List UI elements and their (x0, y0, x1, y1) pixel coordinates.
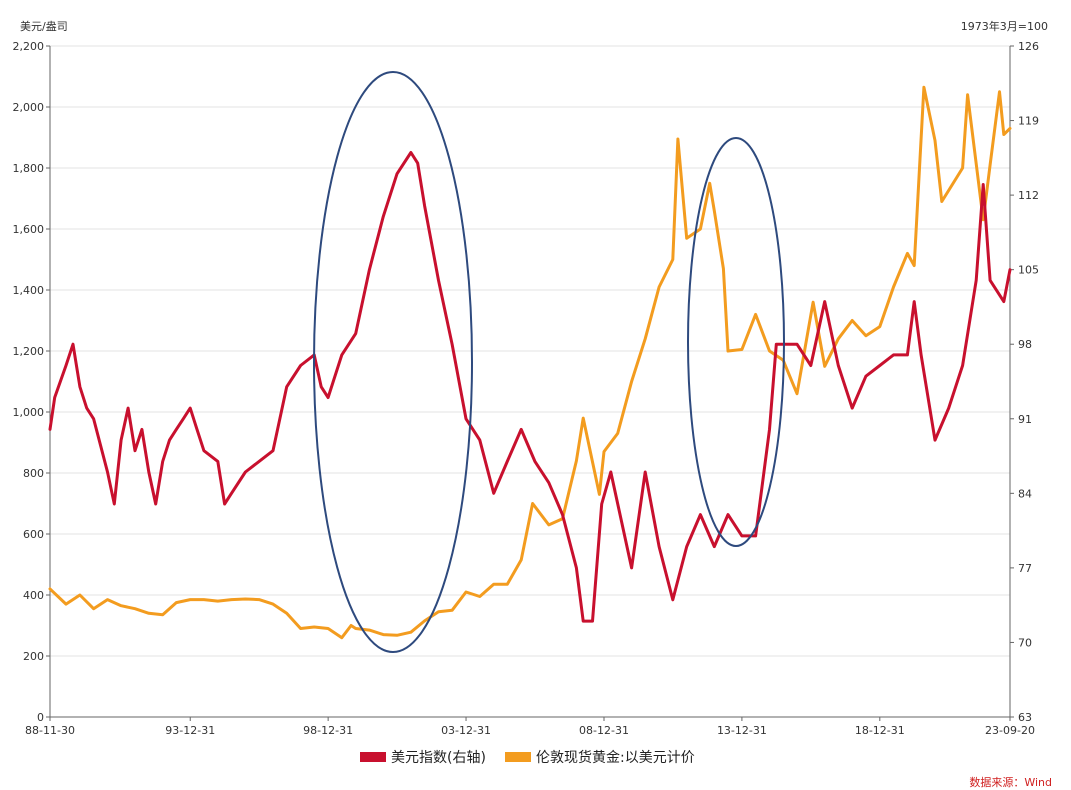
left-tick-label: 1,400 (13, 284, 45, 297)
right-tick-label: 91 (1018, 413, 1032, 426)
source-note: 数据来源：Wind (969, 775, 1052, 789)
left-tick-label: 2,000 (13, 101, 45, 114)
legend: 美元指数(右轴) 伦敦现货黄金:以美元计价 (360, 749, 695, 766)
left-tick-label: 800 (23, 467, 44, 480)
x-tick-label: 23-09-20 (985, 724, 1035, 737)
left-axis-unit-label: 美元/盎司 (20, 19, 68, 33)
x-tick-label: 03-12-31 (441, 724, 491, 737)
x-tick-label: 88-11-30 (25, 724, 75, 737)
right-tick-label: 70 (1018, 636, 1032, 649)
left-tick-label: 1,800 (13, 162, 45, 175)
x-axis: 88-11-30 93-12-31 98-12-31 03-12-31 08-12-31… (25, 716, 1035, 737)
left-tick-label: 1,200 (13, 345, 45, 358)
left-tick-label: 400 (23, 589, 44, 602)
gridlines (50, 45, 1010, 657)
x-tick-label: 13-12-31 (717, 724, 767, 737)
legend-swatch-gold (505, 752, 531, 762)
right-tick-label: 119 (1018, 115, 1039, 128)
right-tick-label: 105 (1018, 264, 1039, 277)
legend-swatch-usd-index (360, 752, 386, 762)
left-tick-label: 0 (37, 711, 44, 724)
left-axis: 0 200 400 600 800 1,000 1,200 1,400 1,600 1,800 2,… (13, 40, 51, 724)
series-lines (48, 85, 1012, 640)
x-tick-label: 18-12-31 (855, 724, 905, 737)
right-tick-label: 77 (1018, 562, 1032, 575)
left-tick-label: 2,200 (13, 40, 45, 53)
right-tick-label: 112 (1018, 189, 1039, 202)
x-tick-label: 08-12-31 (579, 724, 629, 737)
right-tick-label: 63 (1018, 711, 1032, 724)
x-tick-label: 93-12-31 (165, 724, 215, 737)
right-tick-label: 126 (1018, 40, 1039, 53)
highlight-ellipse-2013 (687, 137, 785, 547)
left-tick-label: 1,000 (13, 406, 45, 419)
right-tick-label: 84 (1018, 487, 1032, 500)
right-axis-unit-label: 1973年3月=100 (961, 19, 1048, 33)
left-tick-label: 1,600 (13, 223, 45, 236)
series-line-usd-index (48, 151, 1012, 623)
series-line-gold (48, 85, 1012, 640)
legend-label-gold: 伦敦现货黄金:以美元计价 (536, 749, 695, 766)
highlight-ellipse-2000s (313, 71, 473, 653)
legend-label-usd-index: 美元指数(右轴) (391, 750, 486, 766)
x-tick-label: 98-12-31 (303, 724, 353, 737)
left-tick-label: 200 (23, 650, 44, 663)
left-tick-label: 600 (23, 528, 44, 541)
right-tick-label: 98 (1018, 338, 1032, 351)
right-axis: 63 70 77 84 91 98 105 112 119 126 (1009, 40, 1039, 724)
